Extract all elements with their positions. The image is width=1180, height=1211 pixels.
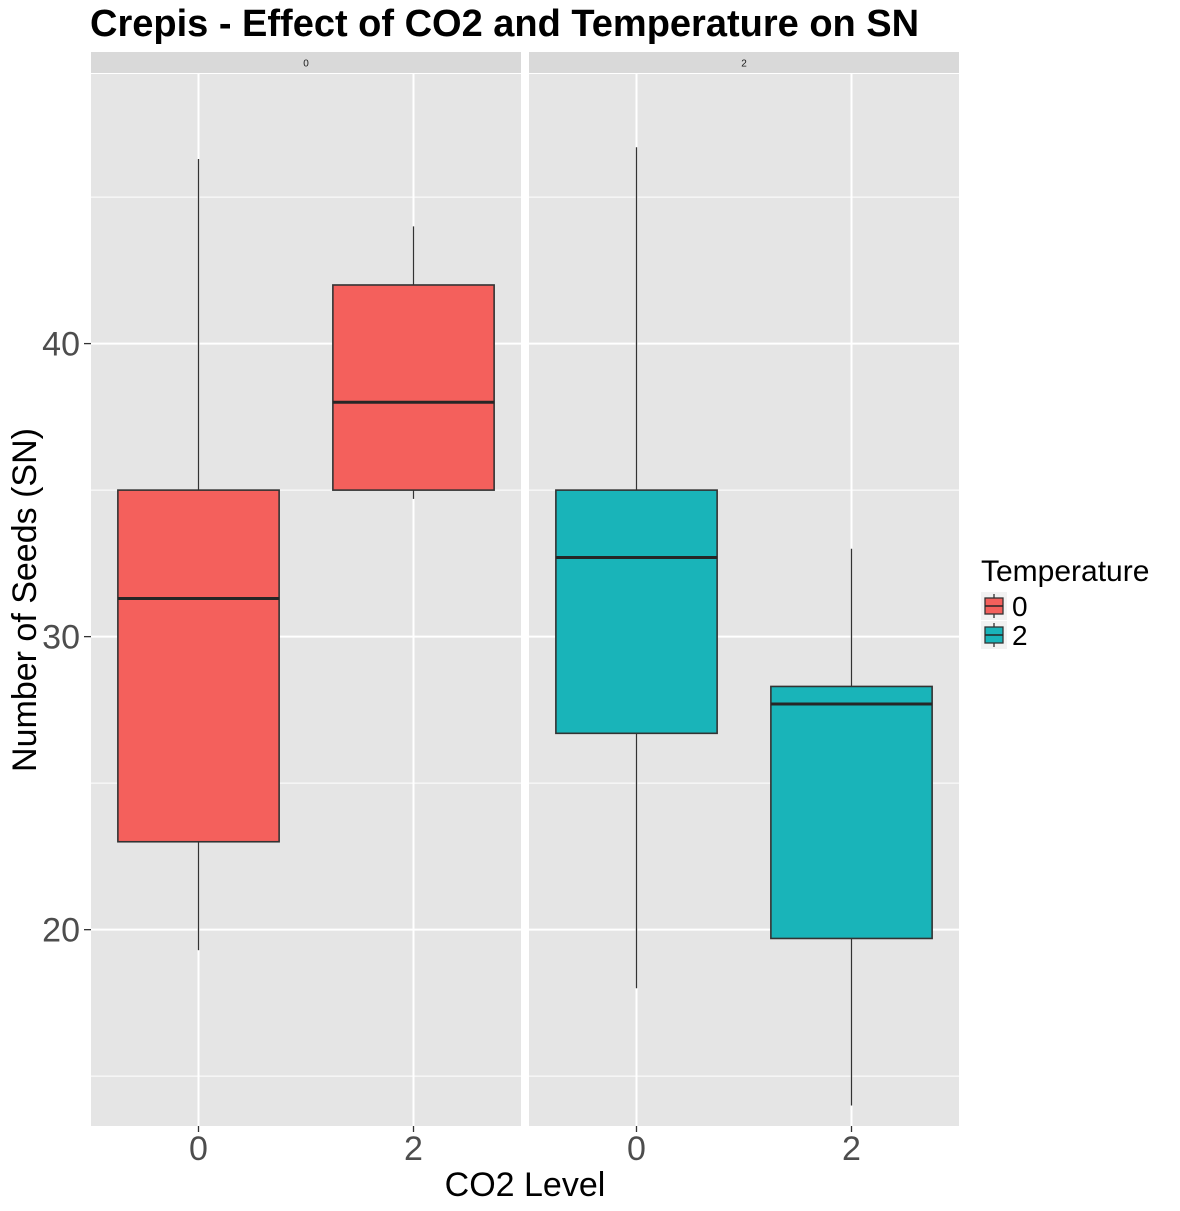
box-temp0-co2-0: [117, 158, 280, 951]
legend-label: 2: [1012, 620, 1028, 651]
facet-strip-label: 2: [741, 59, 747, 70]
y-tick-label: 20: [42, 912, 80, 950]
box-temp2-co2-0: [555, 147, 718, 989]
facet-strip-label: 0: [303, 59, 309, 70]
x-axis-title: CO2 Level: [445, 1166, 606, 1204]
x-axis: 0 2 0 2: [189, 1126, 861, 1168]
facet-panel-2: 2: [529, 52, 959, 1126]
chart-title: Crepis - Effect of CO2 and Temperature o…: [90, 3, 919, 45]
y-tick-label: 30: [42, 619, 80, 657]
x-tick-label: 2: [404, 1130, 423, 1168]
legend-entry-0: 0: [981, 591, 1028, 622]
facet-strip: [529, 52, 959, 73]
box-iqr: [555, 489, 718, 735]
y-axis-title: Number of Seeds (SN): [6, 428, 44, 772]
box-temp0-co2-2: [332, 226, 495, 499]
box-temp2-co2-2: [770, 548, 933, 1106]
facet-strip: [91, 52, 521, 73]
x-tick-label: 0: [627, 1130, 646, 1168]
x-tick-label: 0: [189, 1130, 208, 1168]
legend-label: 0: [1012, 591, 1028, 622]
box-iqr: [770, 685, 933, 940]
legend-entry-2: 2: [981, 620, 1028, 651]
legend-title: Temperature: [981, 555, 1149, 588]
y-tick-label: 40: [42, 326, 80, 364]
facet-panel-0: 0: [91, 52, 521, 1126]
box-iqr: [332, 284, 495, 491]
y-axis: 20 30 40: [42, 326, 91, 950]
box-iqr: [117, 489, 280, 843]
x-tick-label: 2: [842, 1130, 861, 1168]
